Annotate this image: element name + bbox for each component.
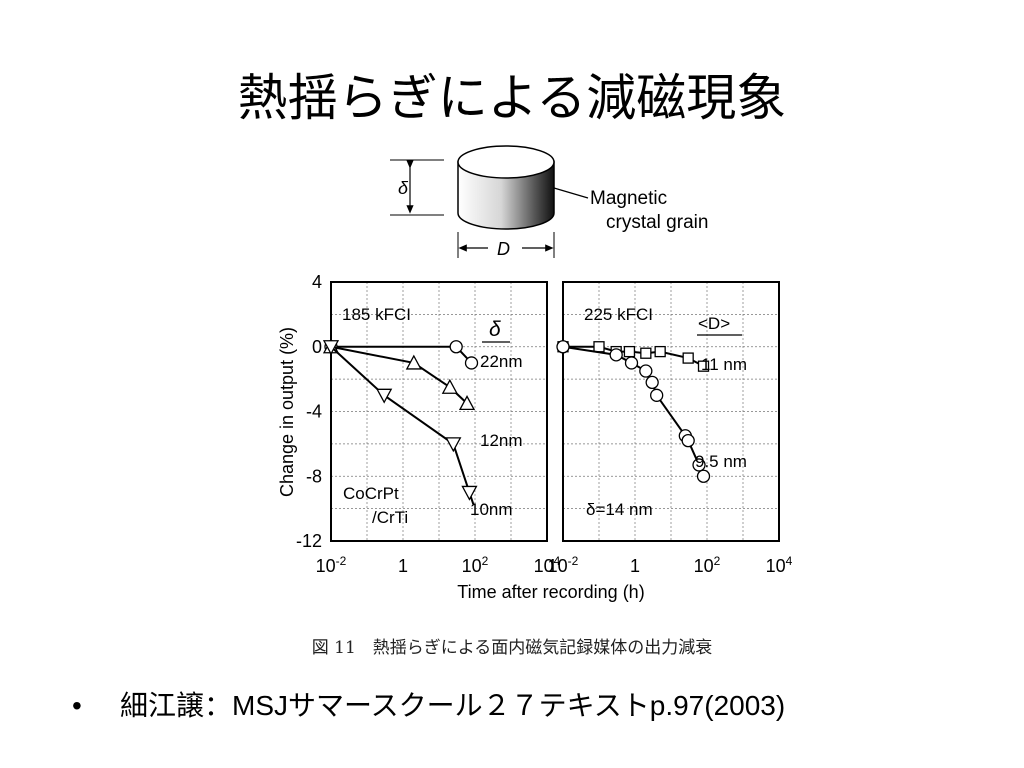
data-point-9-5-nm: [645, 375, 659, 390]
y-tick-label: -4: [306, 402, 322, 422]
data-point-11-nm: [623, 345, 636, 358]
height-symbol: δ: [398, 178, 409, 198]
data-point-10nm: [322, 340, 340, 356]
x-tick-label: 104: [766, 554, 793, 576]
x-axis-label: Time after recording (h): [457, 582, 644, 602]
data-point-11-nm: [640, 347, 652, 359]
grain-label-line1: Magnetic: [590, 188, 667, 209]
y-tick-label: 0: [312, 337, 322, 357]
series-label-22nm: 22nm: [480, 352, 523, 371]
data-point-11-nm: [654, 345, 666, 358]
series-line-12nm: [330, 345, 472, 409]
data-point-11-nm: [697, 360, 710, 372]
data-point-10nm: [461, 485, 478, 501]
series-label-12nm: 12nm: [480, 431, 523, 450]
series-label-11nm: 11 nm: [701, 355, 747, 374]
x-tick-label: 102: [462, 554, 489, 576]
x-tick-label: 10-2: [316, 554, 347, 576]
data-point-11-nm: [593, 341, 605, 353]
panel-left-frame: [330, 281, 548, 542]
figure-caption: 図 11 熱揺らぎによる面内磁気記録媒体の出力減衰: [311, 638, 713, 658]
data-point-9-5-nm: [556, 340, 570, 354]
data-point-9-5-nm: [609, 348, 623, 362]
data-point-22nm: [464, 356, 479, 370]
data-point-9-5-nm: [692, 458, 706, 472]
left-field-label: 185 kFCI: [342, 305, 411, 324]
panel-right: 225 kFCI <D> 11 nm 9.5 nm δ=14 nm: [556, 281, 780, 542]
data-point-22nm: [449, 340, 463, 354]
data-point-9-5-nm: [696, 469, 711, 483]
series-label-9-5nm: 9.5 nm: [695, 452, 747, 471]
data-point-10nm: [445, 437, 462, 453]
y-tick-label: 4: [312, 272, 322, 292]
right-field-label: 225 kFCI: [584, 305, 653, 324]
x-tick-label: 1: [630, 556, 640, 576]
series-line-10nm: [330, 346, 475, 505]
x-tick-label: 104: [534, 554, 561, 576]
data-point-9-5-nm: [639, 364, 653, 378]
y-tick-labels: 4 0 -4 -8 -12: [296, 272, 322, 551]
left-material-line2: /CrTi: [372, 508, 408, 527]
bullet-symbol: •: [72, 690, 82, 721]
right-legend-heading: <D>: [698, 314, 730, 333]
y-tick-label: -12: [296, 531, 322, 551]
data-point-12nm: [405, 354, 422, 370]
data-point-11-nm: [682, 352, 694, 364]
grain-cylinder: [457, 145, 555, 230]
reference-text: 細江譲：MSJサマースクール２７テキストp.97(2003): [120, 690, 786, 721]
y-axis-label: Change in output (%): [277, 327, 297, 497]
diameter-symbol: D: [497, 239, 510, 259]
slide-title: 熱揺らぎによる減磁現象: [237, 69, 787, 127]
y-tick-label: -8: [306, 466, 322, 486]
x-tick-label: 102: [694, 554, 721, 576]
x-tick-label: 1: [398, 556, 408, 576]
left-legend-heading: δ: [489, 318, 501, 341]
panel-left: 185 kFCI δ CoCrPt /CrTi 22nm 12nm 10nm: [322, 281, 548, 542]
data-point-9-5-nm: [624, 356, 639, 370]
data-point-12nm: [458, 395, 476, 411]
reference-bullet: • 細江譲：MSJサマースクール２７テキストp.97(2003): [72, 684, 785, 724]
data-point-12nm: [441, 378, 458, 394]
right-delta-label: δ=14 nm: [586, 500, 653, 519]
x-tick-label: 10-2: [548, 554, 579, 576]
data-point-10nm: [376, 388, 393, 404]
data-point-9-5-nm: [681, 433, 695, 448]
series-label-10nm: 10nm: [470, 500, 513, 519]
data-point-9-5-nm: [650, 388, 664, 402]
grain-label-line2: crystal grain: [606, 212, 708, 233]
grain-label-leader: [553, 187, 589, 199]
panel-right-frame: [562, 281, 780, 542]
left-material-line1: CoCrPt: [343, 484, 399, 503]
